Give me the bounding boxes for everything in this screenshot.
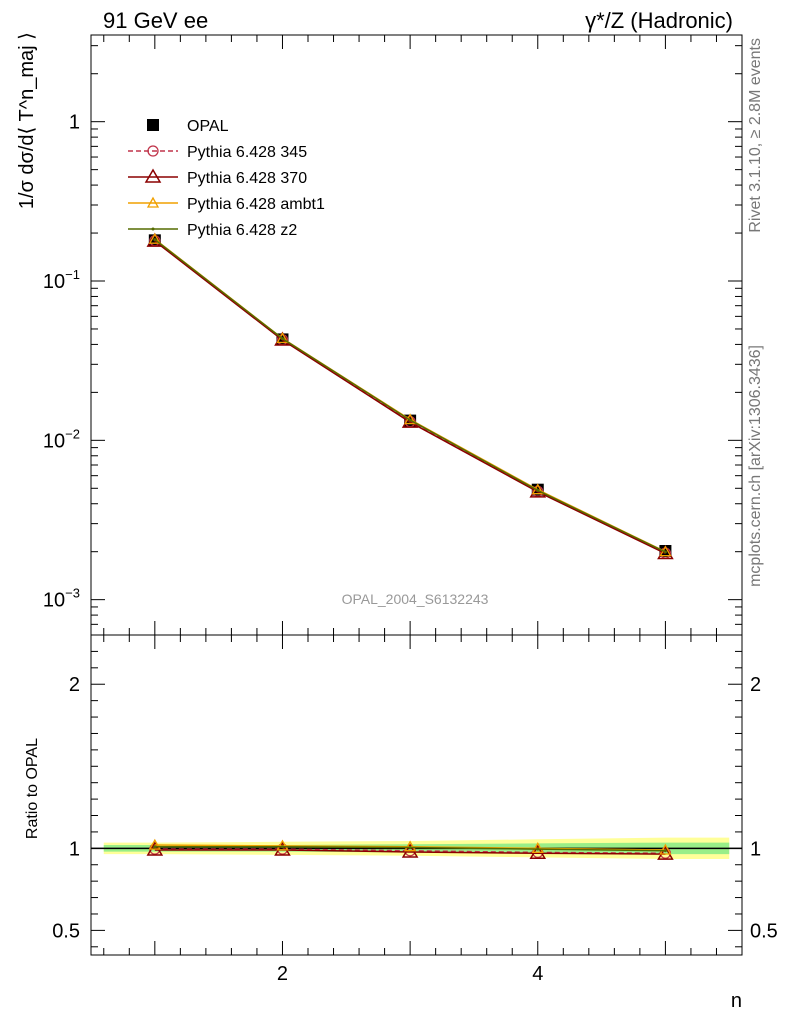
ratio-y-tick-label-right: 0.5: [750, 920, 778, 942]
ratio-mc-point-2-0: [148, 838, 161, 850]
main-y-tick-label: 10−1: [43, 267, 80, 293]
ratio-mc-point-3-1: [280, 845, 284, 849]
legend: OPAL Pythia 6.428 345 Pythia 6.428 370 Pyth…: [128, 118, 325, 239]
main-mc-line-2: [154, 238, 666, 553]
main-mc-line-3: [154, 238, 666, 553]
x-axis-label: n: [731, 990, 742, 1012]
legend-marker-1: [147, 145, 159, 157]
legend-marker-2: [144, 168, 162, 183]
header-right: γ*/Z (Hadronic): [585, 8, 733, 33]
header-left: 91 GeV ee: [103, 8, 208, 33]
main-mc-point-3-0: [153, 238, 157, 242]
legend-label-3: Pythia 6.428 ambt1: [187, 196, 325, 213]
ratio-y-tick-label-left: 1: [69, 838, 80, 860]
ratio-mc-point-3-0: [153, 845, 157, 849]
ratio-mc-line-1: [154, 849, 666, 855]
ratio-mc-point-2-4: [659, 843, 672, 855]
main-mc-point-2-1: [276, 332, 289, 344]
main-mc-point-2-0: [148, 232, 161, 244]
legend-label-1: Pythia 6.428 345: [187, 144, 307, 161]
main-mc-point-3-4: [663, 550, 667, 554]
x-tick-label: 4: [532, 963, 543, 985]
ratio-mc-point-3-2: [408, 846, 412, 850]
main-y-tick-label: 10−2: [43, 426, 80, 452]
main-y-tick-label: 1: [69, 112, 80, 134]
legend-label-4: Pythia 6.428 z2: [187, 222, 297, 239]
main-mc-line-0: [154, 240, 666, 554]
ratio-y-tick-label-right: 2: [750, 674, 761, 696]
ratio-series-group: [146, 838, 674, 860]
legend-marker-4: [151, 227, 155, 231]
ratio-plot-frame: [90, 634, 743, 956]
main-mc-point-3-1: [280, 337, 284, 341]
main-y-axis-label: 1/σ dσ/d⟨ T^n_maj ⟩: [16, 32, 38, 209]
ratio-mc-point-1-4: [657, 845, 674, 860]
ratio-y-tick-label-left: 0.5: [52, 920, 80, 942]
legend-label-2: Pythia 6.428 370: [187, 170, 307, 187]
legend-marker-0: [147, 119, 159, 131]
ratio-axis-ticks: 2 4 0.5 0.5 1 1 2 2: [52, 635, 778, 985]
ratio-mc-point-2-2: [404, 840, 417, 852]
ratio-mc-line-0: [154, 848, 666, 855]
analysis-watermark: OPAL_2004_S6132243: [342, 591, 489, 607]
main-mc-point-3-3: [536, 488, 540, 492]
main-mc-point-3-2: [408, 418, 412, 422]
ratio-y-tick-label-left: 2: [69, 674, 80, 696]
main-mc-line-1: [154, 240, 666, 555]
ratio-mc-point-2-1: [276, 839, 289, 851]
legend-label-0: OPAL: [187, 118, 229, 135]
main-y-tick-label: 10−3: [43, 586, 80, 612]
rivet-label: Rivet 3.1.10, ≥ 2.8M events: [747, 38, 764, 233]
mcplots-label: mcplots.cern.ch [arXiv:1306.3436]: [747, 345, 764, 587]
legend-marker-3: [146, 196, 160, 208]
ratio-y-tick-label-right: 1: [750, 838, 761, 860]
ratio-mc-point-2-3: [531, 841, 544, 853]
ratio-mc-point-3-4: [663, 849, 667, 853]
ratio-y-axis-label: Ratio to OPAL: [24, 738, 41, 839]
x-tick-label: 2: [277, 963, 288, 985]
ratio-mc-point-3-3: [536, 847, 540, 851]
ratio-mc-point-1-1: [274, 841, 291, 856]
main-series-group: [146, 232, 674, 560]
main-axis-ticks: 10−3 10−2 10−1 1: [43, 35, 742, 636]
